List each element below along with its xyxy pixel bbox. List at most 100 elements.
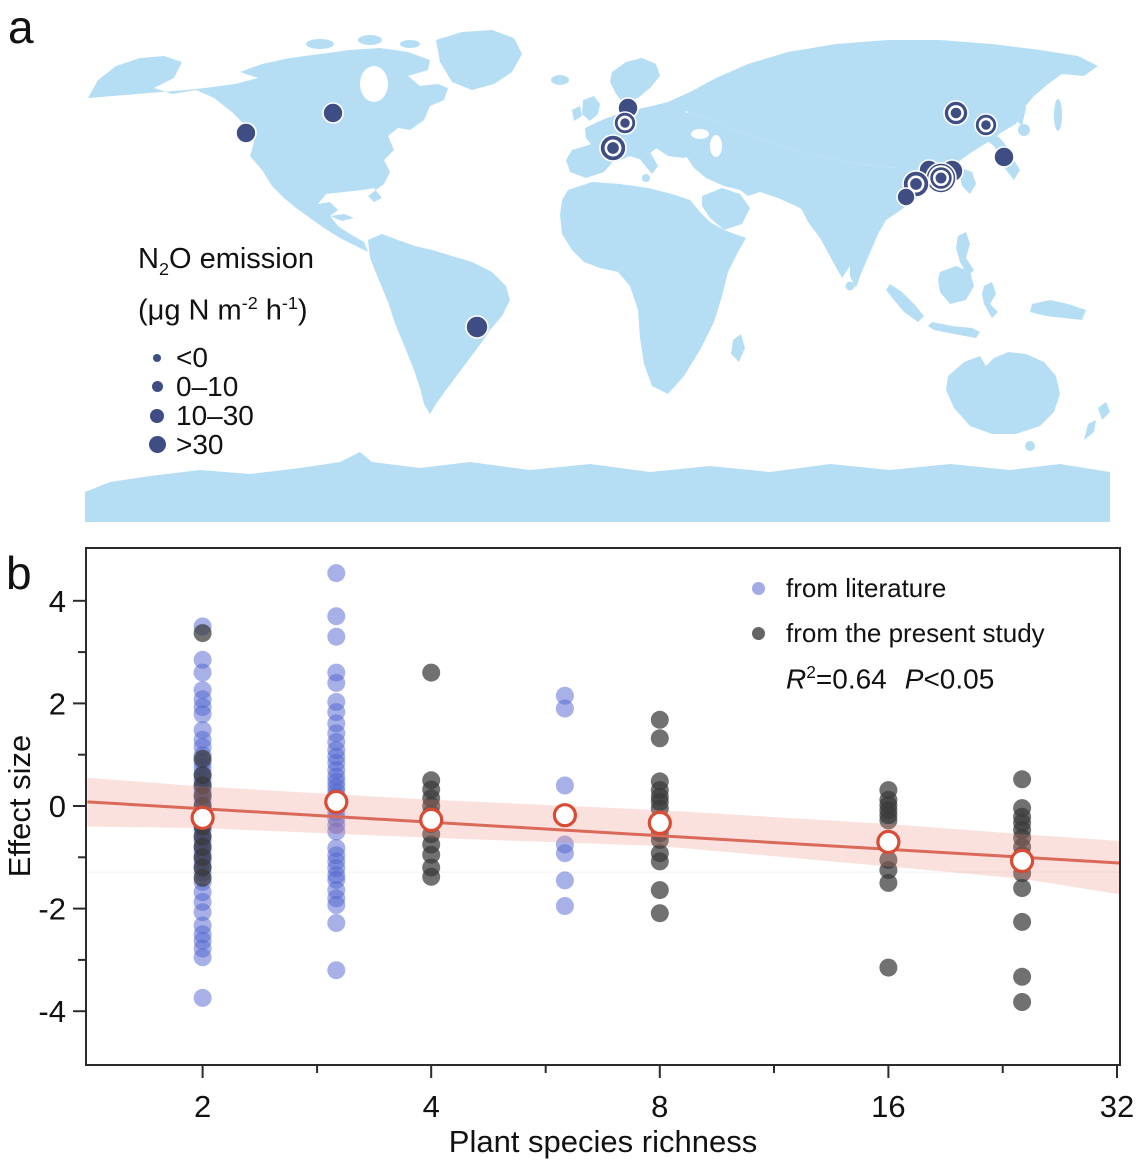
map-legend-item: <0	[138, 342, 314, 373]
size-dot-icon	[151, 381, 163, 393]
r-exponent: 2	[806, 662, 816, 682]
x-tick-label: 2	[194, 1089, 211, 1124]
effect-size-chart: -4 -2 0 2 4 2 4 8 16 32 Plant species richness Effe…	[2, 547, 1134, 1159]
landmass-cuba	[330, 214, 354, 221]
landmass-philippines	[956, 232, 974, 276]
landmass-sumatra	[886, 284, 924, 322]
legend-unit-text: )	[297, 294, 308, 327]
landmass-central-south-asia	[676, 112, 936, 288]
size-label: 0–10	[176, 370, 239, 402]
size-dot-icon	[150, 408, 164, 423]
x-tick-label: 16	[871, 1089, 905, 1124]
landmass-new-zealand	[1098, 402, 1110, 420]
data-point	[555, 844, 574, 863]
landmass-korea	[960, 168, 976, 194]
group-means	[190, 789, 1035, 873]
data-point	[650, 881, 669, 900]
landmass-sri-lanka	[845, 281, 855, 291]
dot-column	[138, 353, 176, 362]
regression-stats: R2=0.64 P<0.05	[786, 662, 1045, 695]
data-point	[879, 958, 898, 977]
landmass-borneo	[938, 266, 974, 304]
literature-dot-icon	[752, 582, 765, 595]
site-marker	[613, 111, 637, 135]
confidence-band	[87, 777, 1120, 895]
landmass-new-guinea	[1030, 300, 1086, 320]
landmass-arctic-island	[358, 35, 382, 45]
panel-a-label: a	[8, 1, 34, 53]
dot-column	[138, 408, 176, 423]
landmass-scandinavia	[610, 58, 660, 104]
size-label: >30	[176, 428, 224, 460]
data-point	[555, 871, 574, 890]
data-point	[327, 914, 346, 932]
site-marker	[235, 122, 257, 144]
data-point	[327, 673, 346, 692]
data-point	[327, 822, 346, 841]
landmass-india	[800, 204, 858, 278]
data-point	[1013, 770, 1032, 789]
mean-point	[876, 829, 901, 854]
data-point	[193, 705, 212, 724]
mean-point	[1009, 848, 1035, 873]
mean-point	[552, 803, 578, 828]
site-marker	[974, 113, 998, 137]
x-tick-label: 8	[651, 1089, 668, 1124]
x-axis-title: Plant species richness	[449, 1124, 757, 1159]
chart-legend: from literature from the present study R…	[752, 566, 1045, 695]
data-point	[422, 663, 441, 682]
landmass-sicily	[642, 174, 650, 182]
data-point	[193, 663, 212, 682]
y-tick-label: -4	[38, 994, 66, 1029]
legend-title-subscript: 2	[158, 258, 169, 279]
data-point	[193, 749, 212, 768]
marker-ring-icon	[604, 139, 622, 157]
x-tick-label: 32	[1100, 1089, 1134, 1124]
marker-ring-icon	[907, 175, 925, 193]
trend-line-shape	[87, 800, 1120, 865]
landmass-arctic-island	[400, 40, 420, 48]
data-point	[555, 686, 574, 705]
mean-point	[324, 789, 349, 814]
black-sea	[691, 129, 709, 139]
site-marker	[943, 100, 969, 126]
landmass-australia	[946, 352, 1060, 434]
data-point	[650, 729, 669, 748]
y-axis-title: Effect size	[2, 735, 37, 877]
data-point	[193, 988, 212, 1007]
site-marker	[599, 134, 627, 162]
landmass-hokkaido	[1018, 124, 1030, 136]
legend-label: from literature	[786, 573, 947, 603]
present-study-dot-icon	[752, 627, 765, 640]
landmass-iceland	[551, 75, 569, 85]
data-point	[327, 627, 346, 646]
site-marker	[465, 315, 489, 339]
data-point	[422, 867, 441, 886]
axes: -4 -2 0 2 4 2 4 8 16 32 Plant species richness Effe…	[2, 547, 1134, 1159]
data-point	[650, 710, 669, 729]
data-point	[193, 868, 212, 887]
data-point	[1013, 912, 1032, 931]
legend-unit-superscript: -2	[241, 292, 258, 313]
dot-column	[138, 436, 176, 454]
panel-b: -4 -2 0 2 4 2 4 8 16 32 Plant species richness Effe…	[0, 540, 1136, 1164]
data-point	[1013, 993, 1032, 1011]
data-point	[879, 861, 898, 880]
data-point	[555, 699, 574, 718]
marker-ring-icon	[617, 115, 633, 131]
marker-ring-icon	[932, 169, 950, 187]
landmass-arabia	[702, 188, 750, 230]
data-point	[193, 948, 212, 967]
landmass-italy	[634, 140, 658, 174]
legend-item-literature: from literature	[752, 566, 1045, 611]
size-dot-icon	[153, 353, 161, 362]
map-legend-item: 10–30	[138, 400, 314, 431]
y-tick-label: -2	[38, 892, 66, 927]
r-value: =0.64	[815, 663, 887, 695]
landmass-tasmania	[1025, 441, 1035, 451]
map-legend-item: >30	[138, 428, 314, 460]
dot-column	[138, 381, 176, 393]
landmass-antarctica	[85, 452, 1110, 522]
data-point	[193, 624, 212, 643]
